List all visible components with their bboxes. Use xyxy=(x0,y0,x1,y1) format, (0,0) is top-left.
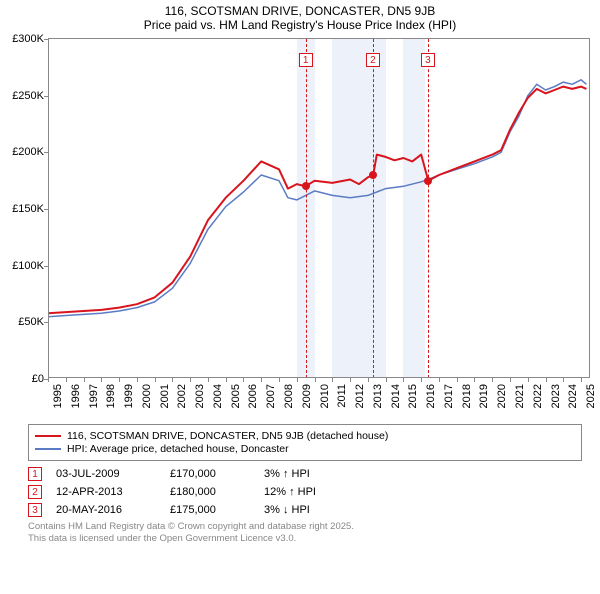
marker-dot xyxy=(424,177,432,185)
transaction-price: £175,000 xyxy=(170,504,250,516)
y-axis xyxy=(48,39,49,378)
marker-line xyxy=(306,39,307,378)
marker-box: 3 xyxy=(421,53,435,67)
transactions-table: 1 03-JUL-2009 £170,000 3% ↑ HPI 2 12-APR-2013… xyxy=(28,467,582,517)
legend-row: HPI: Average price, detached house, Donc… xyxy=(35,443,575,455)
chart-title: 116, SCOTSMAN DRIVE, DONCASTER, DN5 9JB xyxy=(0,4,600,18)
legend-label: HPI: Average price, detached house, Donc… xyxy=(67,443,289,455)
transaction-date: 03-JUL-2009 xyxy=(56,468,156,480)
legend: 116, SCOTSMAN DRIVE, DONCASTER, DN5 9JB … xyxy=(28,424,582,461)
y-tick-label: £250K xyxy=(0,90,44,102)
transaction-diff: 3% ↓ HPI xyxy=(264,504,364,516)
footer-attribution: Contains HM Land Registry data © Crown c… xyxy=(28,521,582,546)
transaction-marker-box: 3 xyxy=(28,503,42,517)
y-tick-label: £300K xyxy=(0,33,44,45)
transaction-diff: 3% ↑ HPI xyxy=(264,468,364,480)
transaction-row: 1 03-JUL-2009 £170,000 3% ↑ HPI xyxy=(28,467,582,481)
series-hpi xyxy=(48,80,586,317)
series-property xyxy=(48,87,586,314)
legend-swatch xyxy=(35,448,61,450)
x-tick-label: 2025 xyxy=(585,384,600,408)
x-axis-labels: 1995199619971998199920002001200220032004… xyxy=(48,378,590,420)
transaction-row: 3 20-MAY-2016 £175,000 3% ↓ HPI xyxy=(28,503,582,517)
transaction-diff: 12% ↑ HPI xyxy=(264,486,364,498)
transaction-price: £180,000 xyxy=(170,486,250,498)
legend-label: 116, SCOTSMAN DRIVE, DONCASTER, DN5 9JB … xyxy=(67,430,388,442)
marker-dot xyxy=(302,182,310,190)
y-tick-label: £0 xyxy=(0,373,44,385)
transaction-price: £170,000 xyxy=(170,468,250,480)
transaction-date: 12-APR-2013 xyxy=(56,486,156,498)
marker-box: 1 xyxy=(299,53,313,67)
chart-subtitle: Price paid vs. HM Land Registry's House … xyxy=(0,18,600,32)
transaction-marker-box: 1 xyxy=(28,467,42,481)
legend-swatch xyxy=(35,435,61,437)
marker-line xyxy=(373,39,374,378)
y-tick-label: £50K xyxy=(0,316,44,328)
footer-line-1: Contains HM Land Registry data © Crown c… xyxy=(28,521,582,533)
marker-line xyxy=(428,39,429,378)
transaction-row: 2 12-APR-2013 £180,000 12% ↑ HPI xyxy=(28,485,582,499)
legend-row: 116, SCOTSMAN DRIVE, DONCASTER, DN5 9JB … xyxy=(35,430,575,442)
transaction-marker-box: 2 xyxy=(28,485,42,499)
y-tick-label: £200K xyxy=(0,146,44,158)
y-tick-label: £100K xyxy=(0,260,44,272)
marker-dot xyxy=(369,171,377,179)
transaction-date: 20-MAY-2016 xyxy=(56,504,156,516)
chart-area: £0£50K£100K£150K£200K£250K£300K123 xyxy=(48,38,590,378)
marker-box: 2 xyxy=(366,53,380,67)
footer-line-2: This data is licensed under the Open Gov… xyxy=(28,533,582,545)
y-tick-label: £150K xyxy=(0,203,44,215)
